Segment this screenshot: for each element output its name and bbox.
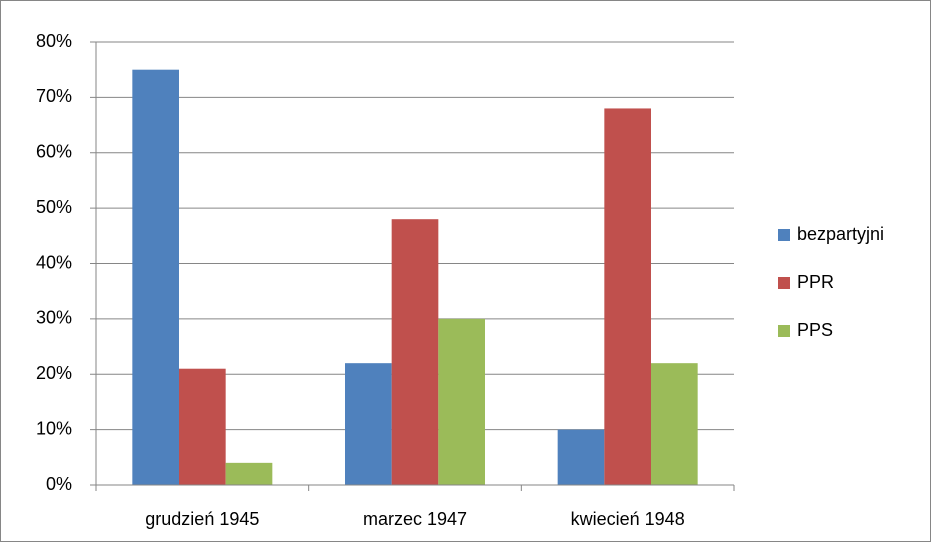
y-tick-label: 20% [36, 363, 72, 383]
x-tick-label: grudzień 1945 [145, 509, 259, 529]
y-tick-label: 60% [36, 142, 72, 162]
bar [651, 363, 698, 485]
bar [179, 368, 226, 485]
y-tick-label: 10% [36, 418, 72, 438]
y-tick-label: 70% [36, 86, 72, 106]
bar [391, 219, 439, 485]
y-tick-label: 50% [36, 197, 72, 217]
bar [345, 363, 392, 485]
x-tick-label: kwiecień 1948 [571, 509, 685, 529]
y-tick-label: 0% [46, 474, 72, 494]
bar [225, 462, 273, 485]
y-tick-label: 80% [36, 31, 72, 51]
bar [132, 69, 179, 485]
bar [557, 429, 605, 485]
legend-swatch [778, 277, 790, 289]
legend-label: PPR [797, 272, 834, 292]
x-tick-label: marzec 1947 [363, 509, 467, 529]
bar [604, 108, 651, 485]
y-tick-label: 40% [36, 252, 72, 272]
legend-label: bezpartyjni [797, 224, 884, 244]
legend-swatch [778, 325, 790, 337]
bar [438, 318, 485, 485]
legend-label: PPS [797, 320, 833, 340]
legend-swatch [778, 229, 790, 241]
y-tick-label: 30% [36, 308, 72, 328]
